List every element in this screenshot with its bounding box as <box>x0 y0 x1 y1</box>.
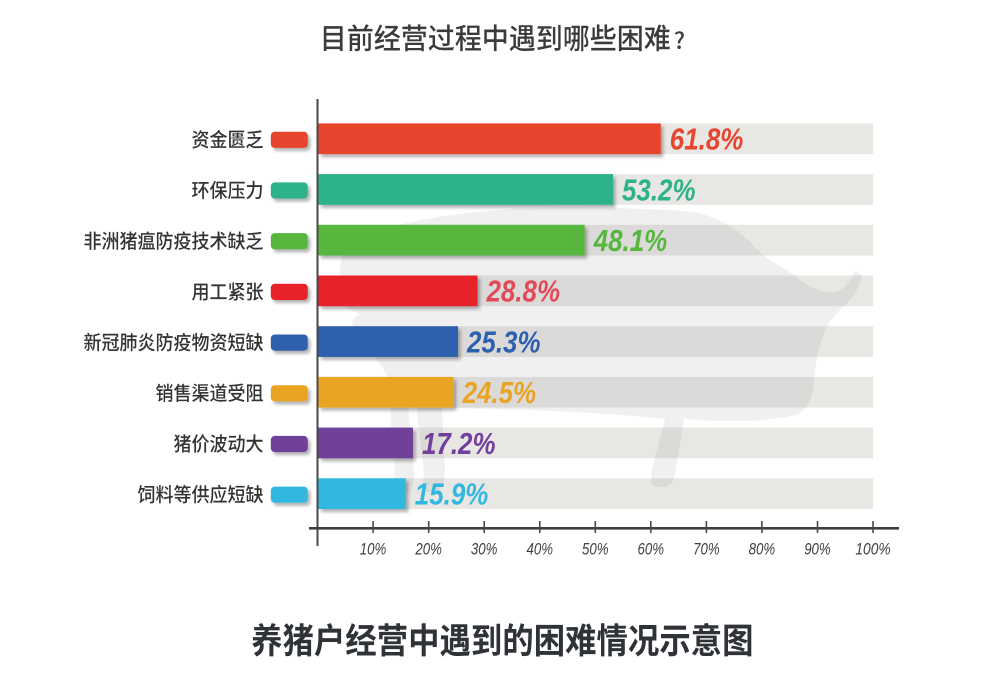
svg-text:28.8%: 28.8% <box>486 275 560 309</box>
svg-text:48.1%: 48.1% <box>593 224 667 258</box>
svg-text:61.8%: 61.8% <box>670 123 744 157</box>
svg-text:25.3%: 25.3% <box>466 325 540 359</box>
svg-text:40%: 40% <box>527 541 554 559</box>
svg-text:20%: 20% <box>415 541 442 559</box>
svg-text:90%: 90% <box>804 541 831 559</box>
svg-text:15.9%: 15.9% <box>415 478 489 512</box>
svg-text:100%: 100% <box>855 541 890 559</box>
svg-text:60%: 60% <box>638 541 665 559</box>
svg-text:53.2%: 53.2% <box>622 173 696 207</box>
svg-text:50%: 50% <box>582 541 609 559</box>
svg-text:10%: 10% <box>360 541 387 559</box>
svg-text:30%: 30% <box>471 541 498 559</box>
svg-text:70%: 70% <box>693 541 720 559</box>
svg-text:24.5%: 24.5% <box>462 376 536 410</box>
svg-text:80%: 80% <box>749 541 776 559</box>
svg-text:17.2%: 17.2% <box>422 427 496 461</box>
